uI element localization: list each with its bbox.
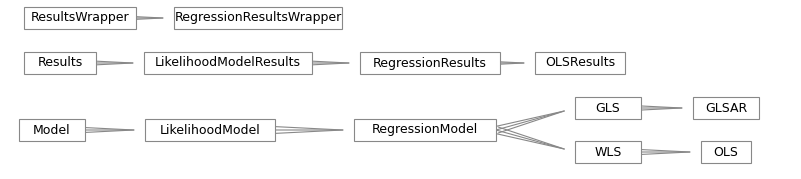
- Bar: [145, 119, 275, 141]
- Bar: [575, 141, 641, 163]
- Text: Model: Model: [33, 124, 70, 137]
- Bar: [360, 52, 500, 74]
- Bar: [575, 97, 641, 119]
- Bar: [144, 52, 312, 74]
- Bar: [354, 119, 496, 141]
- Text: OLSResults: OLSResults: [545, 57, 615, 69]
- Text: GLS: GLS: [596, 101, 621, 115]
- Text: LikelihoodModelResults: LikelihoodModelResults: [155, 57, 301, 69]
- Bar: [24, 52, 96, 74]
- Bar: [701, 141, 751, 163]
- Bar: [693, 97, 759, 119]
- Text: GLSAR: GLSAR: [705, 101, 747, 115]
- Text: RegressionResultsWrapper: RegressionResultsWrapper: [175, 11, 341, 25]
- Text: OLS: OLS: [714, 146, 739, 158]
- Text: RegressionResults: RegressionResults: [373, 57, 487, 69]
- Text: Results: Results: [38, 57, 83, 69]
- Bar: [24, 7, 136, 29]
- Bar: [19, 119, 85, 141]
- Text: RegressionModel: RegressionModel: [372, 124, 478, 137]
- Bar: [174, 7, 342, 29]
- Text: WLS: WLS: [594, 146, 622, 158]
- Text: ResultsWrapper: ResultsWrapper: [30, 11, 129, 25]
- Bar: [535, 52, 625, 74]
- Text: LikelihoodModel: LikelihoodModel: [159, 124, 260, 137]
